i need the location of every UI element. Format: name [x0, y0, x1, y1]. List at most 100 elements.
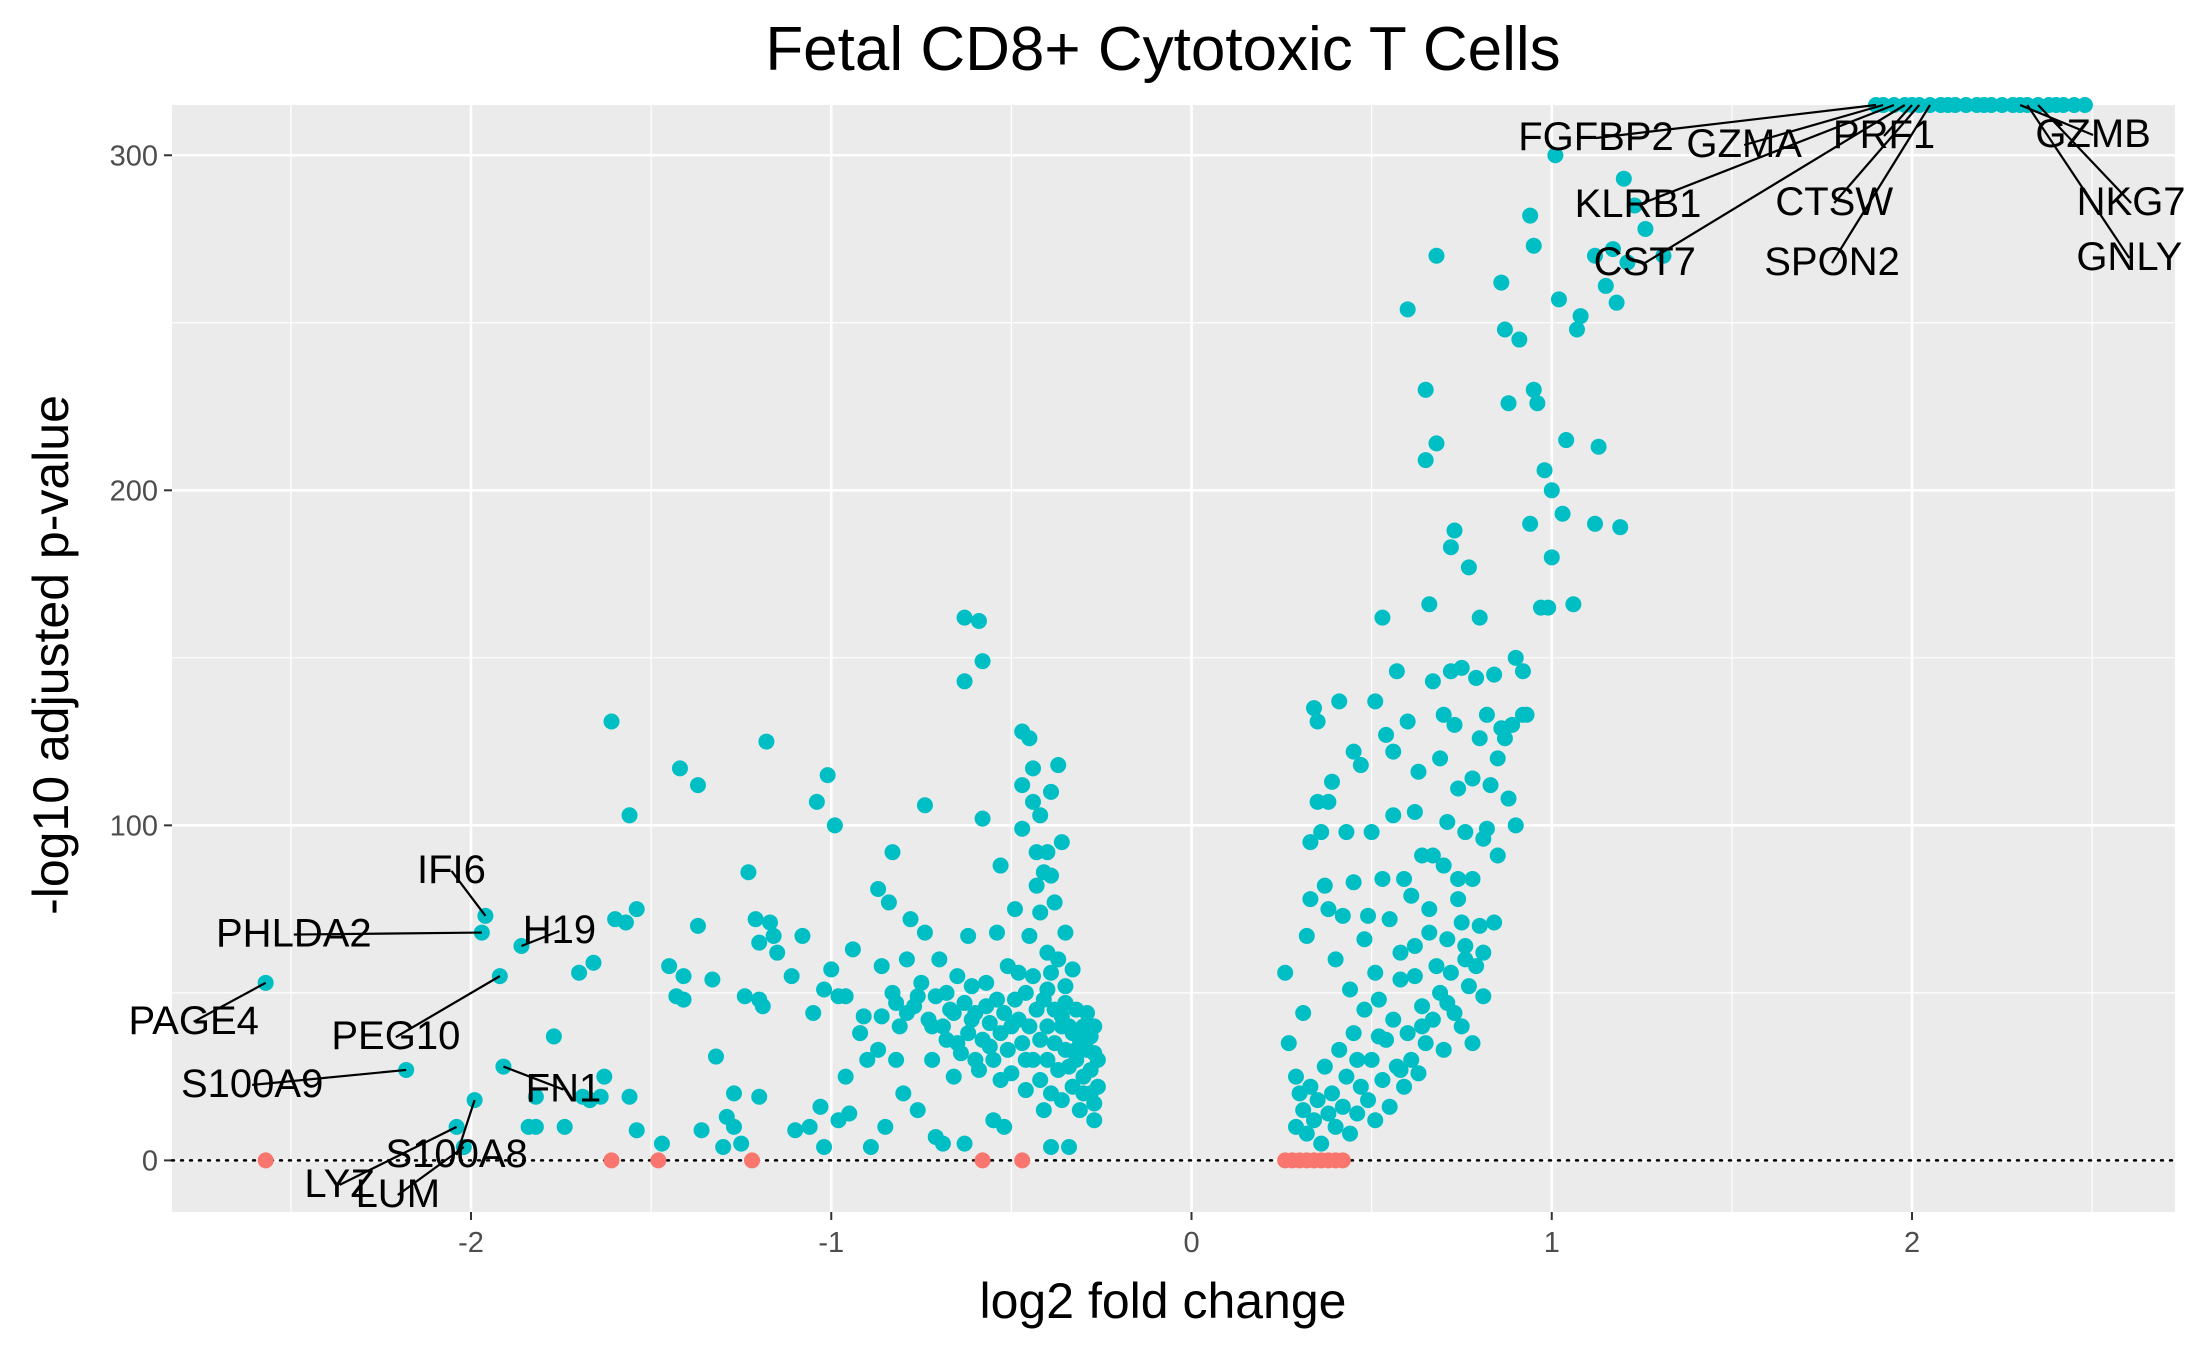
- data-point: [1316, 1058, 1333, 1075]
- gene-label: NKG7: [2077, 180, 2186, 224]
- data-point: [1352, 757, 1369, 774]
- data-point: [1399, 301, 1416, 318]
- data-point: [1381, 911, 1398, 928]
- data-point: [877, 1118, 894, 1135]
- data-point: [1504, 716, 1521, 733]
- data-point: [1421, 901, 1438, 918]
- data-point: [1507, 817, 1524, 834]
- data-point: [758, 733, 775, 750]
- gene-label: PRF1: [1833, 113, 1935, 157]
- data-point: [1017, 1082, 1034, 1099]
- data-point: [1295, 1102, 1312, 1119]
- data-point: [1392, 971, 1409, 988]
- data-point: [1305, 700, 1322, 717]
- data-point: [1032, 904, 1049, 921]
- data-point: [1432, 984, 1449, 1001]
- data-point: [1032, 1071, 1049, 1088]
- gene-label-leader: [1883, 104, 1913, 137]
- data-point: [733, 1135, 750, 1152]
- data-point: [1014, 777, 1031, 794]
- data-point: [1331, 693, 1348, 710]
- data-point: [1417, 381, 1434, 398]
- data-point: [1500, 790, 1517, 807]
- gene-label: LYZ: [304, 1162, 374, 1206]
- data-point: [1457, 824, 1474, 841]
- data-point: [1615, 170, 1632, 187]
- data-point: [675, 991, 692, 1008]
- data-point: [1486, 914, 1503, 931]
- data-point: [1305, 1112, 1322, 1129]
- gene-label-leader: [455, 1099, 476, 1156]
- gene-label: KLRB1: [1575, 182, 1702, 226]
- data-point: [1450, 780, 1467, 797]
- data-point: [945, 1004, 962, 1021]
- gene-label-leader: [193, 981, 267, 1023]
- data-point: [988, 924, 1005, 941]
- data-point: [826, 817, 843, 834]
- data-point: [1554, 505, 1571, 522]
- gene-label: FGFBP2: [1518, 115, 1674, 159]
- data-point: [949, 1035, 966, 1052]
- gene-label: CST7: [1594, 240, 1696, 284]
- data-point: [1385, 1011, 1402, 1028]
- data-point: [1309, 713, 1326, 730]
- data-point: [661, 958, 678, 975]
- gene-label-leader: [1831, 104, 1931, 264]
- data-point: [1460, 559, 1477, 576]
- data-point: [1324, 1085, 1341, 1102]
- data-point: [988, 991, 1005, 1008]
- data-point: [880, 894, 897, 911]
- data-point: [1025, 760, 1042, 777]
- data-point: [1064, 961, 1081, 978]
- data-point: [1338, 1068, 1355, 1085]
- data-point: [1309, 1092, 1326, 1109]
- data-point: [1468, 958, 1485, 975]
- data-point: [769, 944, 786, 961]
- data-point: [981, 1015, 998, 1032]
- data-point: [873, 958, 890, 975]
- gene-label-leader: [252, 1068, 407, 1087]
- gene-label-leader: [1595, 103, 1877, 140]
- data-point: [1403, 887, 1420, 904]
- data-point: [1356, 1001, 1373, 1018]
- gene-label: CTSW: [1775, 180, 1893, 224]
- gene-label: PAGE4: [128, 999, 258, 1043]
- x-tick-label: -1: [818, 1227, 844, 1259]
- data-point: [1435, 706, 1452, 723]
- data-point: [765, 927, 782, 944]
- data-point: [1428, 435, 1445, 452]
- data-point: [1507, 649, 1524, 666]
- data-point: [1446, 1004, 1463, 1021]
- data-point: [898, 951, 915, 968]
- data-point: [945, 1068, 962, 1085]
- data-point: [1536, 462, 1553, 479]
- data-point: [1410, 763, 1427, 780]
- data-point: [1302, 1078, 1319, 1095]
- data-point: [1385, 743, 1402, 760]
- data-point: [1424, 1011, 1441, 1028]
- data-point: [1435, 1041, 1452, 1058]
- gene-label-leader: [503, 1065, 564, 1091]
- data-point: [1050, 951, 1067, 968]
- data-point: [956, 1135, 973, 1152]
- data-point: [1496, 730, 1513, 747]
- data-point: [1475, 988, 1492, 1005]
- data-point: [689, 917, 706, 934]
- data-point: [1446, 522, 1463, 539]
- data-point: [841, 1105, 858, 1122]
- data-point: [1017, 984, 1034, 1001]
- data-point: [888, 1051, 905, 1068]
- data-point: [1352, 1078, 1369, 1095]
- data-point: [1334, 1098, 1351, 1115]
- data-point: [974, 653, 991, 670]
- data-point: [1435, 857, 1452, 874]
- data-point: [1378, 726, 1395, 743]
- data-point: [1522, 515, 1539, 532]
- data-point: [1338, 824, 1355, 841]
- data-point: [1374, 1071, 1391, 1088]
- data-point: [1968, 97, 1985, 113]
- data-point: [1406, 803, 1423, 820]
- data-point: [1014, 1152, 1031, 1169]
- data-point: [707, 1048, 724, 1065]
